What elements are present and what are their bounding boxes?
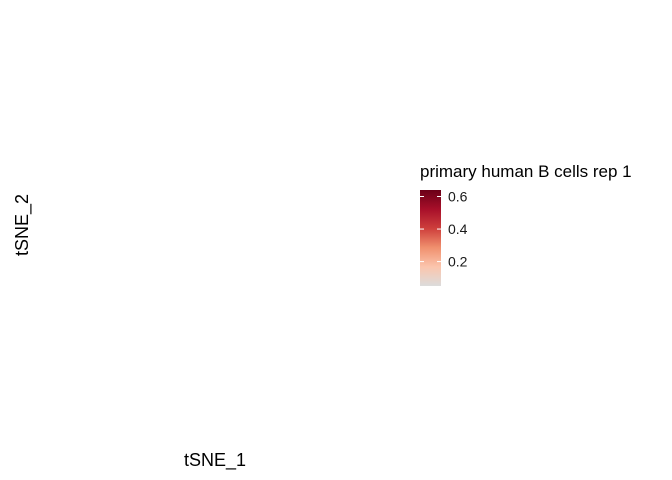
colorbar-tick-label: 0.2 [448, 254, 468, 270]
legend-title: primary human B cells rep 1 [420, 162, 632, 181]
legend: primary human B cells rep 1 0.2 0.4 0.6 [420, 161, 670, 301]
plot-panel [40, 6, 400, 444]
colorbar-tick-label: 0.6 [448, 189, 468, 205]
x-axis-label: tSNE_1 [183, 450, 247, 470]
colorbar: 0.2 0.4 0.6 [420, 189, 468, 286]
colorbar-tick-label: 0.4 [448, 221, 468, 237]
colorbar-gradient [420, 190, 441, 286]
y-axis-label: tSNE_2 [12, 193, 32, 257]
